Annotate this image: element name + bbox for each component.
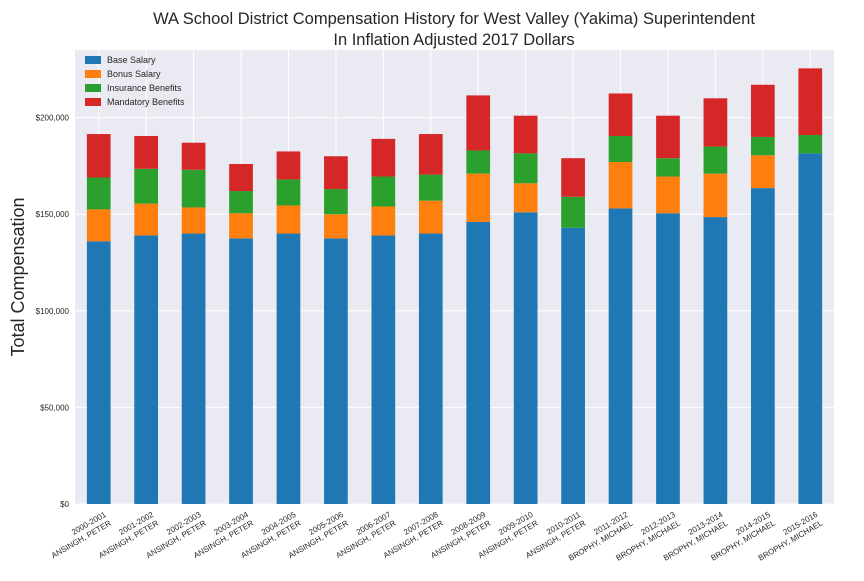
bar-bonus-salary: [229, 213, 253, 239]
bar-bonus-salary: [750, 155, 775, 189]
bar-mandatory-benefits: [418, 134, 443, 175]
bar-insurance-benefits: [229, 191, 253, 214]
bar-mandatory-benefits: [86, 134, 111, 178]
bar-base-salary: [134, 235, 159, 504]
bar-insurance-benefits: [656, 158, 680, 177]
bar-bonus-salary: [513, 183, 538, 213]
bar-base-salary: [750, 188, 775, 505]
bar-bonus-salary: [86, 209, 111, 242]
bar-base-salary: [561, 227, 585, 504]
bar-insurance-benefits: [466, 150, 491, 174]
bar-base-salary: [276, 233, 301, 504]
bars: [86, 68, 823, 505]
bar-bonus-salary: [608, 162, 633, 209]
y-axis-label: Total Compensation: [8, 197, 28, 356]
bar-bonus-salary: [371, 206, 396, 236]
bar-mandatory-benefits: [750, 84, 775, 137]
bar-mandatory-benefits: [561, 158, 585, 197]
bar-insurance-benefits: [703, 146, 728, 174]
legend-label: Insurance Benefits: [107, 83, 182, 93]
bar-insurance-benefits: [371, 176, 396, 207]
bar-base-salary: [608, 208, 633, 504]
bar-base-salary: [86, 241, 111, 504]
legend-swatch: [85, 98, 101, 106]
y-axis-ticks: $0 $50,000 $100,000 $150,000 $200,000: [36, 114, 70, 509]
bar-mandatory-benefits: [466, 95, 491, 151]
bar-mandatory-benefits: [134, 135, 159, 169]
bar-base-salary: [418, 233, 443, 504]
legend: Base Salary Bonus Salary Insurance Benefit…: [85, 55, 185, 107]
y-tick-label: $150,000: [36, 210, 70, 219]
bar-bonus-salary: [134, 203, 159, 236]
bar-base-salary: [229, 238, 253, 505]
bar-mandatory-benefits: [371, 138, 396, 177]
bar-bonus-salary: [324, 214, 348, 239]
bar-insurance-benefits: [750, 136, 775, 156]
bar-mandatory-benefits: [608, 93, 633, 136]
bar-insurance-benefits: [324, 189, 348, 215]
bar-base-salary: [798, 153, 823, 504]
legend-label: Base Salary: [107, 55, 156, 65]
bar-insurance-benefits: [561, 196, 585, 228]
y-tick-label: $100,000: [36, 307, 70, 316]
bar-insurance-benefits: [513, 153, 538, 184]
bar-base-salary: [181, 233, 206, 504]
bar-base-salary: [371, 235, 396, 504]
bar-mandatory-benefits: [656, 115, 680, 159]
y-tick-label: $50,000: [40, 403, 69, 412]
bar-mandatory-benefits: [798, 68, 823, 136]
bar-base-salary: [656, 213, 680, 504]
bar-bonus-salary: [418, 200, 443, 234]
bar-insurance-benefits: [86, 177, 111, 210]
bar-insurance-benefits: [798, 135, 823, 154]
bar-base-salary: [513, 212, 538, 504]
bar-bonus-salary: [703, 173, 728, 218]
legend-swatch: [85, 56, 101, 64]
bar-mandatory-benefits: [703, 98, 728, 147]
y-tick-label: $200,000: [36, 114, 70, 123]
bar-mandatory-benefits: [229, 163, 253, 192]
y-tick-label: $0: [60, 500, 69, 509]
legend-swatch: [85, 84, 101, 92]
bar-base-salary: [324, 238, 348, 505]
bar-mandatory-benefits: [324, 156, 348, 190]
bar-bonus-salary: [276, 205, 301, 234]
bar-insurance-benefits: [276, 179, 301, 206]
bar-base-salary: [703, 217, 728, 504]
legend-label: Bonus Salary: [107, 69, 161, 79]
bar-insurance-benefits: [608, 135, 633, 163]
chart-title: WA School District Compensation History …: [153, 10, 755, 28]
bar-bonus-salary: [466, 173, 491, 222]
legend-label: Mandatory Benefits: [107, 97, 185, 107]
bar-bonus-salary: [656, 176, 680, 214]
bar-insurance-benefits: [181, 169, 206, 208]
bar-bonus-salary: [181, 207, 206, 234]
bar-base-salary: [466, 221, 491, 504]
bar-mandatory-benefits: [513, 115, 538, 154]
bar-insurance-benefits: [134, 168, 159, 204]
bar-mandatory-benefits: [276, 151, 301, 180]
legend-swatch: [85, 70, 101, 78]
chart-subtitle: In Inflation Adjusted 2017 Dollars: [333, 31, 574, 49]
bar-insurance-benefits: [418, 174, 443, 201]
bar-mandatory-benefits: [181, 142, 206, 170]
